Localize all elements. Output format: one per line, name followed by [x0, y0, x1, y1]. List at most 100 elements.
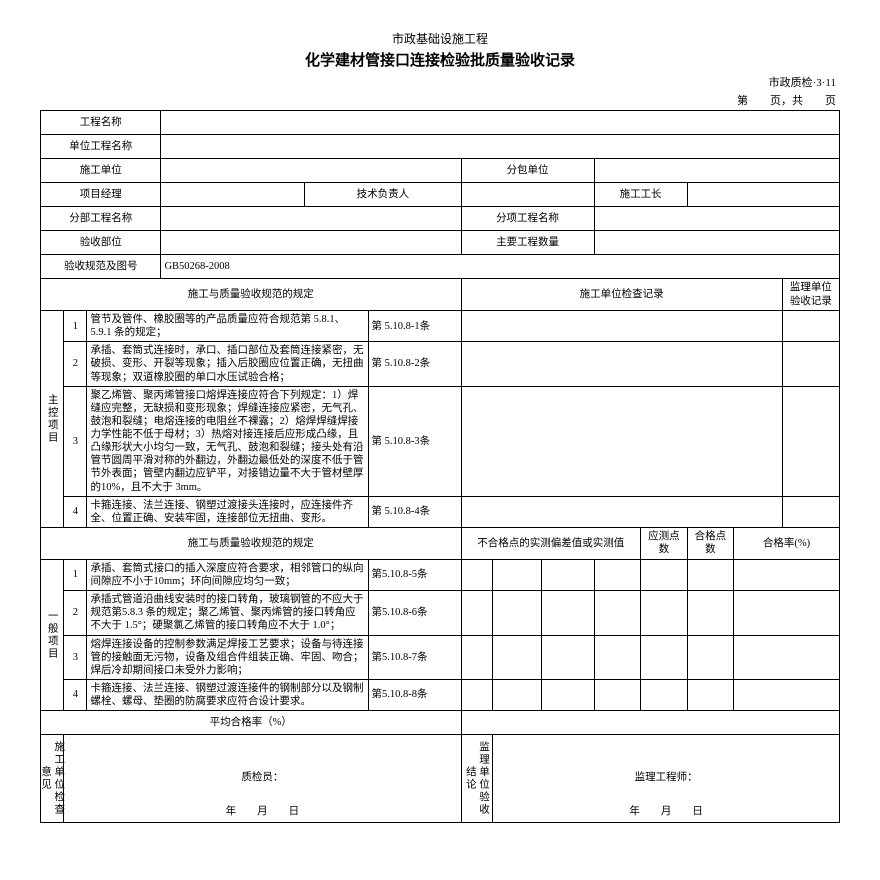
f[interactable]	[734, 635, 840, 679]
row-r: 第5.10.8-6条	[368, 591, 461, 635]
row-r: 第 5.10.8-1条	[368, 311, 461, 342]
label-unit-proj: 单位工程名称	[41, 135, 161, 159]
sign-l2: 监理单位验收结论	[461, 735, 493, 823]
f[interactable]	[461, 635, 493, 679]
f[interactable]	[493, 591, 542, 635]
field[interactable]	[161, 111, 840, 135]
sup-label: 监理工程师：	[493, 771, 839, 784]
avg-label: 平均合格率（%）	[41, 711, 462, 735]
qc-label: 质检员：	[64, 771, 460, 784]
f[interactable]	[594, 635, 640, 679]
sec1-col2: 施工单位检查记录	[461, 279, 782, 311]
f[interactable]	[594, 591, 640, 635]
sec2-head: 施工与质量验收规范的规定	[41, 527, 462, 559]
row-r: 第 5.10.8-4条	[368, 496, 461, 527]
field[interactable]	[461, 496, 782, 527]
row-r: 第5.10.8-5条	[368, 559, 461, 590]
f[interactable]	[541, 679, 594, 710]
f[interactable]	[541, 635, 594, 679]
f[interactable]	[687, 591, 733, 635]
f[interactable]	[734, 559, 840, 590]
f[interactable]	[493, 679, 542, 710]
f[interactable]	[687, 679, 733, 710]
row-r: 第 5.10.8-3条	[368, 386, 461, 496]
f[interactable]	[641, 635, 687, 679]
f[interactable]	[641, 591, 687, 635]
f[interactable]	[594, 559, 640, 590]
label-tech: 技术负责人	[305, 183, 461, 207]
row-t: 卡箍连接、法兰连接、钢塑过渡连接件的钢制部分以及钢制螺栓、螺母、垫圈的防腐要求应…	[87, 679, 368, 710]
f[interactable]	[641, 559, 687, 590]
f[interactable]	[461, 559, 493, 590]
field[interactable]	[782, 496, 839, 527]
f[interactable]	[493, 635, 542, 679]
field-spec[interactable]: GB50268-2008	[161, 255, 840, 279]
sec2-c3: 合格点数	[687, 527, 733, 559]
main-table: 工程名称 单位工程名称 施工单位分包单位 项目经理技术负责人施工工长 分部工程名…	[40, 110, 840, 823]
sign-area2[interactable]: 监理工程师： 年 月 日	[493, 735, 840, 823]
f[interactable]	[493, 559, 542, 590]
field[interactable]	[161, 183, 305, 207]
row-t: 熔焊连接设备的控制参数满足焊接工艺要求；设备与待连接管的接触面无污物，设备及组合…	[87, 635, 368, 679]
field[interactable]	[461, 183, 594, 207]
label-foreman: 施工工长	[594, 183, 687, 207]
f[interactable]	[687, 635, 733, 679]
label-part: 验收部位	[41, 231, 161, 255]
row-t: 聚乙烯管、聚丙烯管接口熔焊连接应符合下列规定：1）焊缝应完整，无缺损和变形现象；…	[87, 386, 368, 496]
field[interactable]	[461, 342, 782, 386]
doc-code: 市政质检·3·11	[769, 74, 836, 90]
label-spec: 验收规范及图号	[41, 255, 161, 279]
header-title: 化学建材管接口连接检验批质量验收记录	[40, 49, 840, 70]
label-subdiv: 分项工程名称	[461, 207, 594, 231]
sign-area1[interactable]: 质检员： 年 月 日	[64, 735, 461, 823]
field[interactable]	[594, 159, 839, 183]
row-n: 3	[64, 386, 87, 496]
field[interactable]	[161, 159, 461, 183]
row-n: 2	[64, 342, 87, 386]
avg-field[interactable]	[461, 711, 839, 735]
field[interactable]	[687, 183, 839, 207]
label-qty: 主要工程数量	[461, 231, 594, 255]
page-indicator: 第 页，共 页	[737, 92, 836, 108]
row-n: 1	[64, 311, 87, 342]
f[interactable]	[541, 591, 594, 635]
sec2-c1: 不合格点的实测偏差值或实测值	[461, 527, 641, 559]
f[interactable]	[461, 679, 493, 710]
f[interactable]	[641, 679, 687, 710]
field[interactable]	[594, 231, 839, 255]
row-r: 第5.10.8-8条	[368, 679, 461, 710]
field[interactable]	[161, 231, 461, 255]
sign-l1: 施工单位检查意见	[41, 735, 64, 823]
f[interactable]	[541, 559, 594, 590]
field[interactable]	[782, 386, 839, 496]
header-sup: 市政基础设施工程	[40, 30, 840, 47]
date1: 年 月 日	[64, 805, 460, 818]
row-t: 承插、套筒式连接时，承口、插口部位及套筒连接紧密，无破损、变形、开裂等现象；插入…	[87, 342, 368, 386]
sec2-c2: 应测点数	[641, 527, 687, 559]
vlabel-main: 主控项目	[41, 311, 64, 528]
label-project: 工程名称	[41, 111, 161, 135]
f[interactable]	[734, 591, 840, 635]
field[interactable]	[782, 311, 839, 342]
row-t: 卡箍连接、法兰连接、钢塑过渡接头连接时，应连接件齐全、位置正确、安装牢固，连接部…	[87, 496, 368, 527]
field[interactable]	[594, 207, 839, 231]
row-t: 管节及管件、橡胶圈等的产品质量应符合规范第 5.8.1、5.9.1 条的规定；	[87, 311, 368, 342]
label-constr: 施工单位	[41, 159, 161, 183]
row-r: 第5.10.8-7条	[368, 635, 461, 679]
vlabel-general: 一般项目	[41, 559, 64, 710]
sec1-head: 施工与质量验收规范的规定	[41, 279, 462, 311]
row-n: 1	[64, 559, 87, 590]
field[interactable]	[461, 386, 782, 496]
f[interactable]	[734, 679, 840, 710]
date2: 年 月 日	[493, 805, 839, 818]
field[interactable]	[782, 342, 839, 386]
f[interactable]	[461, 591, 493, 635]
f[interactable]	[594, 679, 640, 710]
row-t: 承插式管道沿曲线安装时的接口转角，玻璃钢管的不应大于规范第5.8.3 条的规定；…	[87, 591, 368, 635]
field[interactable]	[461, 311, 782, 342]
f[interactable]	[687, 559, 733, 590]
field[interactable]	[161, 207, 461, 231]
row-n: 2	[64, 591, 87, 635]
field[interactable]	[161, 135, 840, 159]
sec1-col3: 监理单位验收记录	[782, 279, 839, 311]
